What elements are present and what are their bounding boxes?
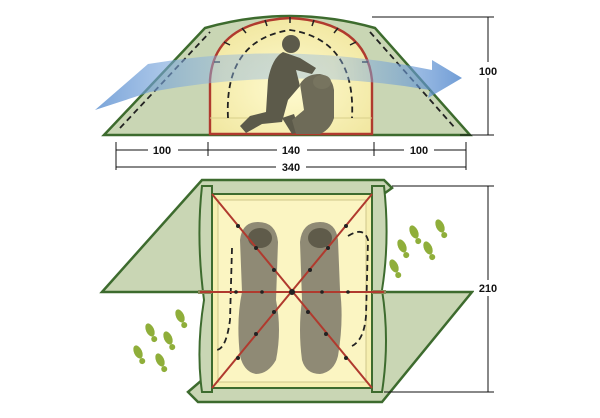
dim-total-length: 340 bbox=[282, 162, 300, 174]
dim-vestibule-right: 100 bbox=[410, 145, 428, 157]
person-silhouette-icon bbox=[240, 35, 334, 134]
dim-inner-width: 140 bbox=[282, 145, 300, 157]
sleeping-bag-icon bbox=[238, 222, 342, 374]
airflow-arrow-icon bbox=[95, 53, 462, 110]
dim-vestibule-left: 100 bbox=[153, 145, 171, 157]
top-view bbox=[99, 178, 475, 404]
dim-side-height: 100 bbox=[479, 66, 497, 78]
side-view bbox=[95, 14, 473, 137]
footprints-icon bbox=[133, 219, 448, 373]
dim-inner-length: 210 bbox=[479, 283, 497, 295]
